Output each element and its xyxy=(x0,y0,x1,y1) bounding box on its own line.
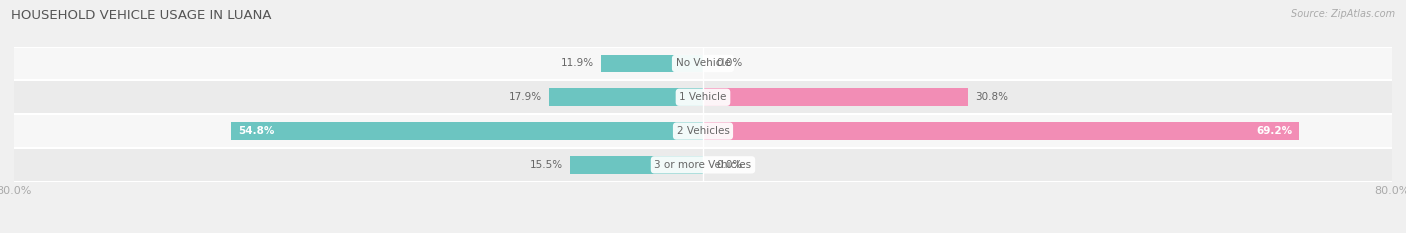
Bar xyxy=(703,89,969,106)
Text: Source: ZipAtlas.com: Source: ZipAtlas.com xyxy=(1291,9,1395,19)
Text: 11.9%: 11.9% xyxy=(561,58,593,69)
Text: No Vehicle: No Vehicle xyxy=(675,58,731,69)
Text: 1 Vehicle: 1 Vehicle xyxy=(679,92,727,102)
Bar xyxy=(231,122,703,140)
Bar xyxy=(14,114,1392,148)
Text: 3 or more Vehicles: 3 or more Vehicles xyxy=(654,160,752,170)
Text: 69.2%: 69.2% xyxy=(1256,126,1292,136)
Text: 0.0%: 0.0% xyxy=(716,160,742,170)
Bar xyxy=(14,47,1392,80)
Text: 17.9%: 17.9% xyxy=(509,92,541,102)
Bar xyxy=(569,156,703,174)
Text: 15.5%: 15.5% xyxy=(530,160,562,170)
Text: HOUSEHOLD VEHICLE USAGE IN LUANA: HOUSEHOLD VEHICLE USAGE IN LUANA xyxy=(11,9,271,22)
Bar xyxy=(14,148,1392,182)
Bar xyxy=(548,89,703,106)
Bar xyxy=(600,55,703,72)
Text: 0.0%: 0.0% xyxy=(716,58,742,69)
Text: 54.8%: 54.8% xyxy=(238,126,274,136)
Bar xyxy=(14,80,1392,114)
Bar xyxy=(703,122,1299,140)
Text: 30.8%: 30.8% xyxy=(976,92,1008,102)
Text: 2 Vehicles: 2 Vehicles xyxy=(676,126,730,136)
